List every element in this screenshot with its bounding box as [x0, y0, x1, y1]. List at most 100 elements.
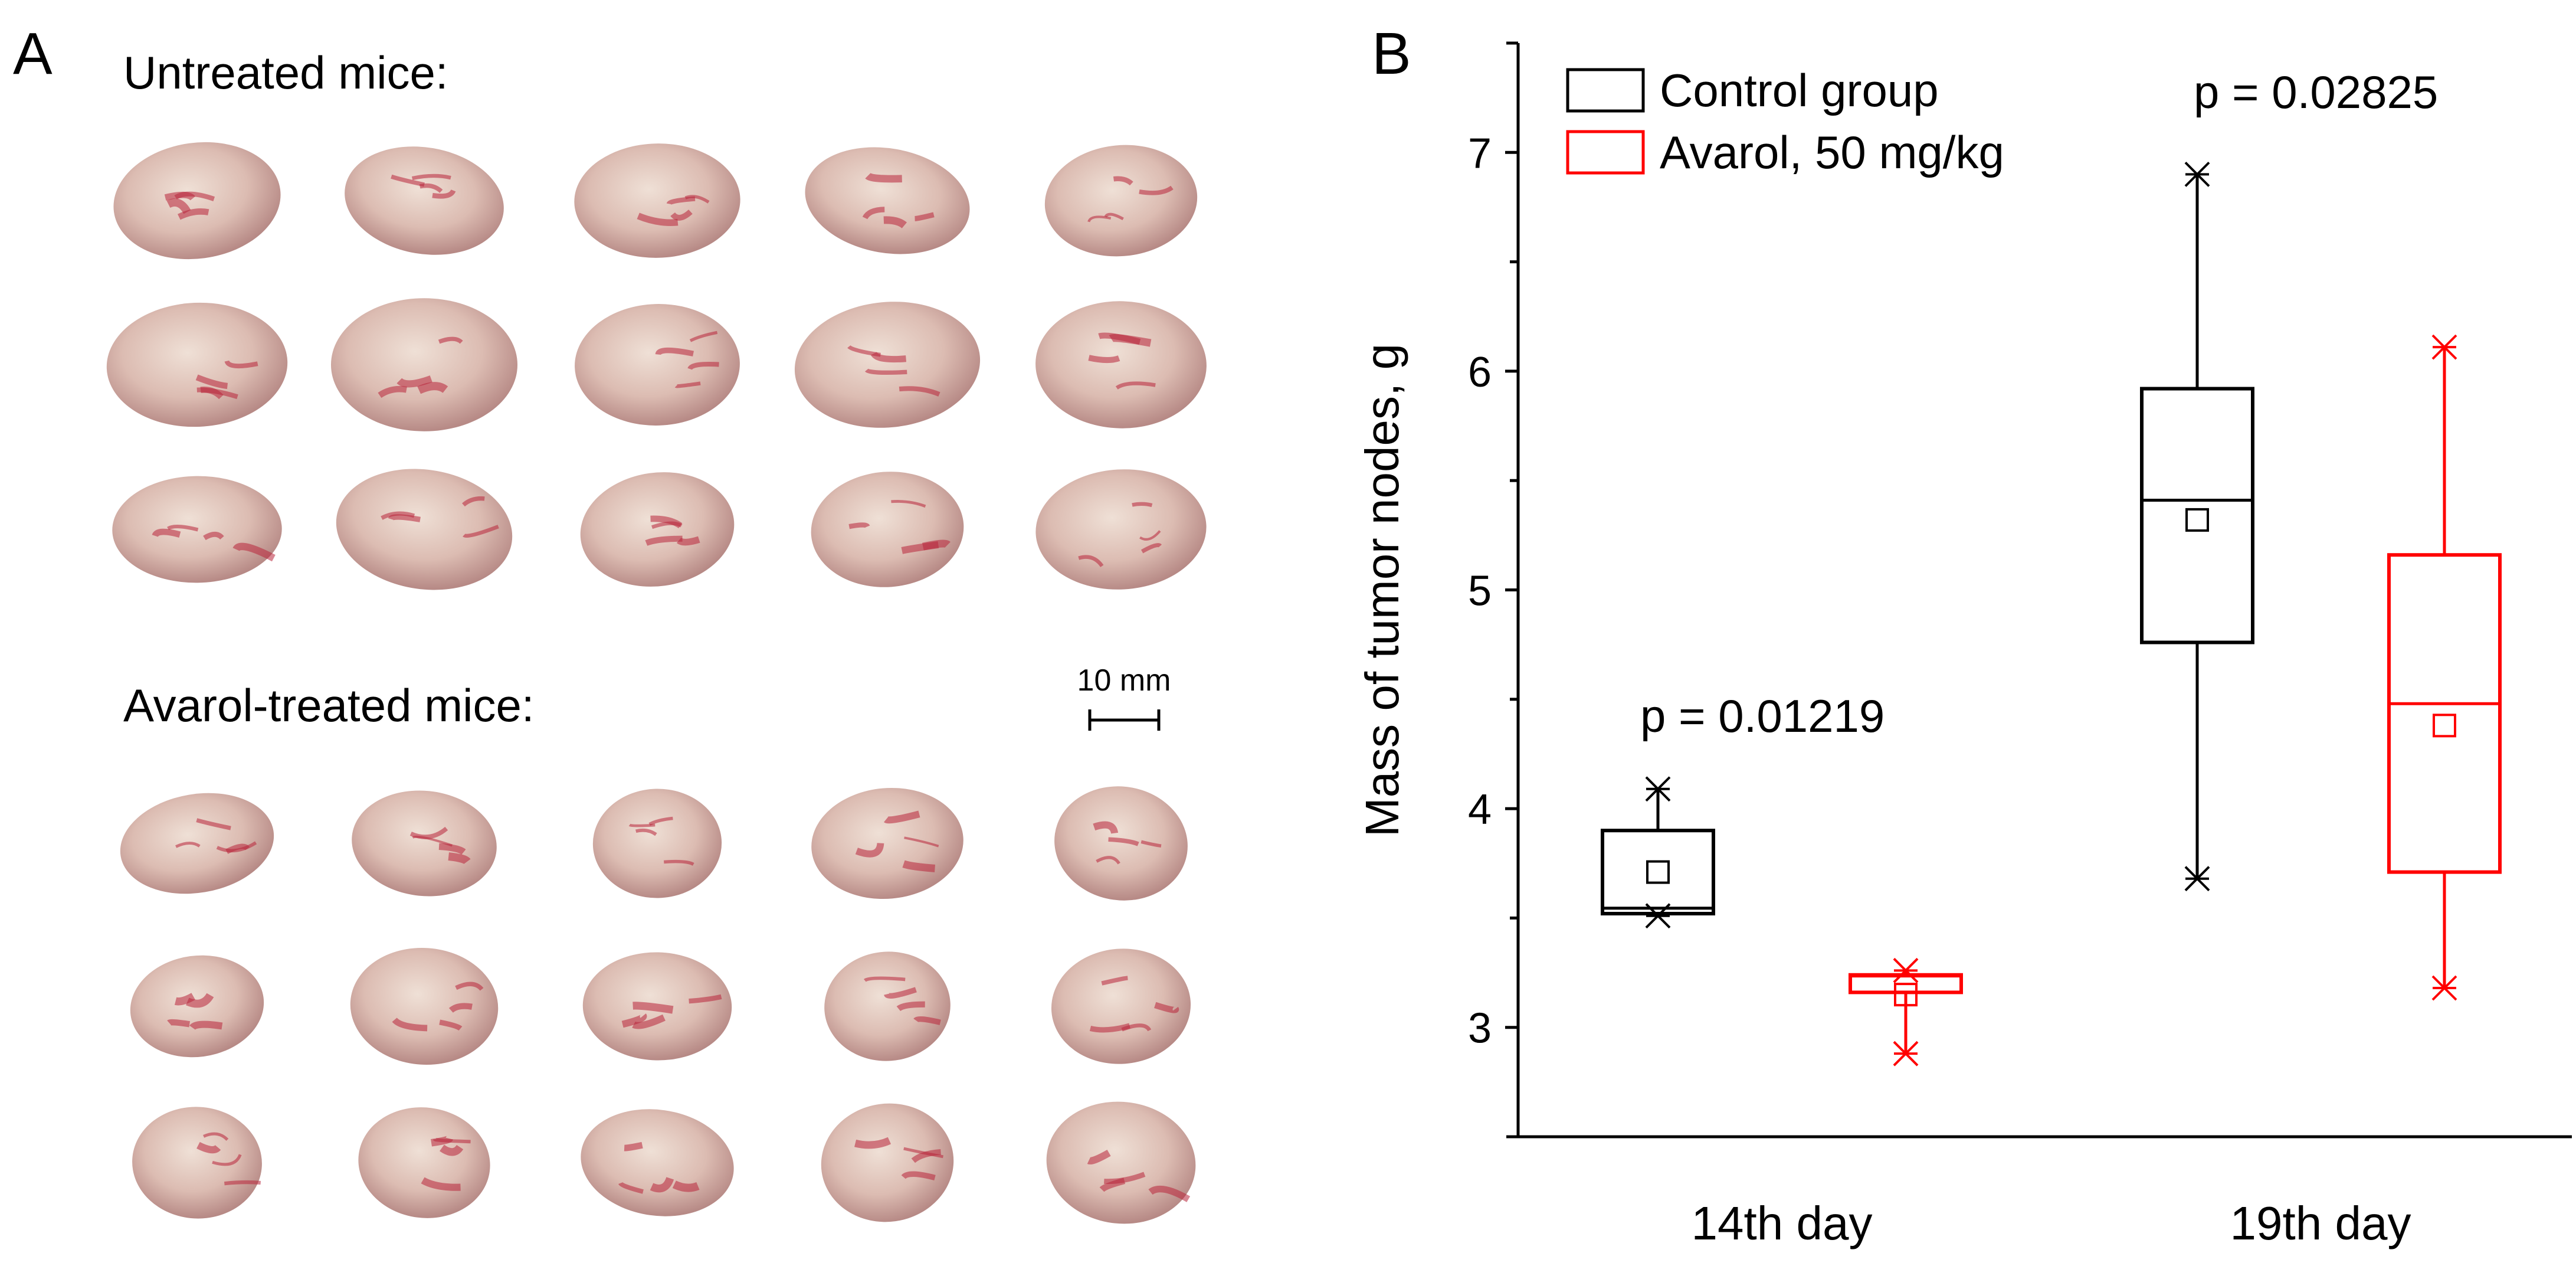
mean-marker	[1894, 983, 1918, 1007]
tumor-vessel	[1140, 543, 1162, 554]
tumor-photo	[1035, 469, 1207, 590]
tumor-vessel	[1132, 502, 1153, 508]
tumor-shape	[1044, 145, 1198, 257]
tumor-vessel	[865, 172, 902, 183]
tumor-vessel	[666, 196, 696, 205]
x-tick-label: 19th day	[2230, 1197, 2411, 1249]
tumor-vessel	[448, 852, 471, 865]
tumor-vessel	[448, 1003, 473, 1013]
tumor-vessel	[883, 216, 907, 228]
tumor-vessel	[637, 212, 679, 226]
panel-b: B Mass of tumor nodes, g 3 4 5 6 7 14th day 19…	[1356, 21, 2572, 1249]
tumor-vessel	[417, 382, 448, 394]
tumor-vessel	[455, 982, 484, 991]
tumor-vessel	[664, 859, 694, 866]
tumor-vessel	[896, 1001, 925, 1012]
tumor-shape	[1046, 1101, 1196, 1224]
box-control-14th-day	[1601, 776, 1715, 929]
tumor-shape	[574, 143, 740, 258]
tumor-vessel	[891, 500, 926, 508]
tumor-vessel	[224, 1180, 261, 1186]
tumor-vessel	[901, 541, 939, 554]
tumor-shape	[821, 1103, 954, 1222]
p-value-14th: p = 0.01219	[1640, 690, 1885, 742]
tumor-vessel	[1088, 355, 1120, 364]
tumor-vessel	[212, 1154, 242, 1166]
tumor-photo	[1044, 145, 1198, 257]
tumor-vessel	[1121, 1023, 1152, 1032]
tumor-vessel	[1101, 976, 1128, 986]
tumor-shape	[592, 789, 722, 898]
tumor-vessel	[1078, 555, 1104, 568]
y-tick-label: 6	[1468, 349, 1492, 396]
tumor-vessel	[911, 1149, 941, 1163]
tumor-photo	[574, 143, 740, 258]
tumor-photo	[581, 1109, 734, 1216]
tumor-vessel	[901, 1171, 936, 1181]
tumor-vessel	[196, 818, 231, 830]
tumor-photo-grid	[106, 142, 1207, 1224]
tumor-vessel	[621, 1013, 647, 1028]
tumor-photo	[811, 472, 964, 587]
tumor-vessel	[438, 843, 466, 855]
tumor-vessel	[409, 826, 448, 839]
tumor-shape	[345, 146, 504, 255]
tumor-vessel	[618, 1182, 644, 1194]
tumor-vessel	[1115, 381, 1156, 390]
tumor-vessel	[439, 1019, 463, 1031]
tumor-shape	[1051, 948, 1191, 1064]
tumor-vessel	[1098, 332, 1141, 345]
tumor-vessel	[628, 823, 656, 827]
tumor-vessel	[1148, 1185, 1191, 1202]
tumor-photo	[1035, 301, 1207, 428]
tumor-photo	[1051, 948, 1191, 1064]
tumor-photo	[345, 146, 504, 255]
panel-a-label: A	[13, 21, 53, 87]
tumor-vessel	[1104, 1172, 1146, 1185]
tumor-photo	[358, 1107, 490, 1218]
y-tick-label: 3	[1468, 1005, 1492, 1052]
tumor-vessel	[884, 810, 920, 824]
tumor-vessel	[676, 536, 700, 546]
tumor-photo	[580, 472, 735, 587]
untreated-title: Untreated mice:	[123, 47, 448, 99]
tumor-vessel	[1113, 176, 1133, 186]
tumor-vessel	[648, 816, 673, 826]
box-iqr	[2140, 387, 2254, 645]
tumor-vessel	[670, 210, 693, 221]
tumor-vessel	[164, 191, 196, 201]
tumor-vessel	[432, 189, 456, 199]
tumor-photo	[336, 469, 513, 590]
tumor-photo	[113, 142, 281, 260]
tumor-shape	[824, 951, 951, 1061]
box-avarol-19th-day	[2387, 334, 2502, 1001]
mean-marker	[2433, 714, 2456, 738]
tumor-photo	[805, 147, 970, 254]
tumor-vessel	[203, 532, 224, 541]
box-control-19th-day	[2140, 161, 2254, 892]
p-value-19th: p = 0.02825	[2194, 66, 2438, 118]
tumor-vessel	[166, 198, 191, 214]
tumor-vessel	[687, 362, 719, 371]
tumor-vessel	[1154, 1002, 1179, 1013]
tumor-vessel	[902, 860, 935, 872]
tumor-shape	[581, 1109, 734, 1216]
tumor-vessel	[388, 514, 421, 522]
tumor-photo	[824, 951, 951, 1061]
tumor-photo	[130, 955, 264, 1058]
tumor-shape	[575, 304, 740, 426]
tumor-shape	[106, 302, 288, 427]
scale-bar	[1088, 709, 1161, 731]
tumor-photo	[1054, 786, 1188, 901]
tumor-vessel	[1104, 212, 1124, 221]
tumor-vessel	[870, 351, 907, 363]
tumor-vessel	[1140, 840, 1162, 848]
tumor-vessel	[848, 522, 870, 529]
treated-title: Avarol-treated mice:	[123, 679, 535, 731]
tumor-shape	[811, 787, 963, 899]
tumor-photo	[352, 790, 497, 897]
tumor-vessel	[174, 993, 196, 1006]
legend-label-avarol: Avarol, 50 mg/kg	[1660, 126, 2004, 178]
tumor-shape	[580, 472, 735, 587]
tumor-vessel	[216, 841, 257, 853]
